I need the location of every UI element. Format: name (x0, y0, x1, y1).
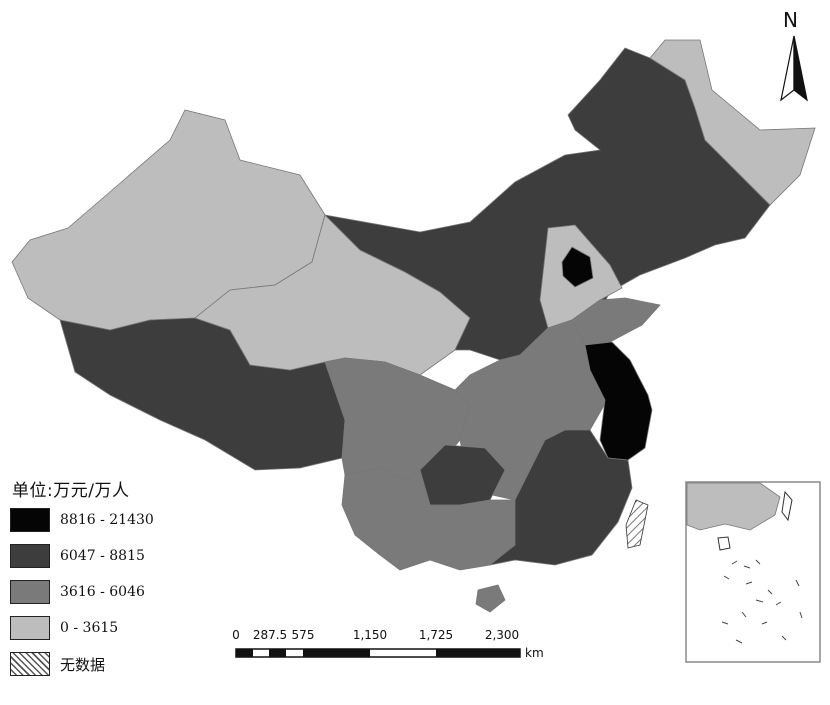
scale-tick-label: 0 (232, 628, 240, 642)
scale-tick-label: 1,725 (418, 628, 454, 642)
legend-swatch-hatch (10, 652, 50, 676)
scale-bar (235, 648, 521, 658)
legend-title: 单位:万元/万人 (12, 481, 130, 501)
legend-label: 6047 - 8815 (60, 548, 145, 564)
region-north (323, 47, 771, 361)
scale-tick-label: 1,150 (352, 628, 388, 642)
north-label: N (783, 8, 798, 32)
region-southeast (489, 429, 633, 566)
legend-item-class-4: 0 - 3615 (10, 615, 210, 641)
legend-label: 3616 - 6046 (60, 584, 145, 600)
legend-swatch (10, 616, 50, 640)
region-hainan (475, 584, 506, 613)
legend-label: 0 - 3615 (60, 620, 119, 636)
scale-unit: km (525, 646, 544, 660)
legend-item-no-data: 无数据 (10, 651, 210, 677)
legend-label: 无数据 (60, 655, 106, 674)
legend-swatch (10, 544, 50, 568)
scale-tick-label: 2,300 (484, 628, 520, 642)
legend: 单位:万元/万人 8816 - 21430 6047 - 8815 3616 -… (10, 476, 210, 687)
legend-swatch (10, 580, 50, 604)
legend-item-class-3: 3616 - 6046 (10, 579, 210, 605)
north-arrow-icon (780, 35, 808, 102)
scale-tick-label: 287.5 (252, 628, 288, 642)
south-china-sea-inset (685, 481, 821, 663)
scale-tick-label: 575 (291, 628, 315, 642)
legend-swatch (10, 508, 50, 532)
region-beijing-tianjin (561, 246, 594, 288)
region-heilongjiang (649, 39, 816, 206)
legend-item-class-2: 6047 - 8815 (10, 543, 210, 569)
region-taiwan (625, 499, 649, 549)
region-east-coast (584, 341, 653, 461)
legend-item-class-1: 8816 - 21430 (10, 507, 210, 533)
scale-ticks: 0 287.5 575 1,150 1,725 2,300 (230, 628, 530, 646)
legend-label: 8816 - 21430 (60, 512, 154, 528)
